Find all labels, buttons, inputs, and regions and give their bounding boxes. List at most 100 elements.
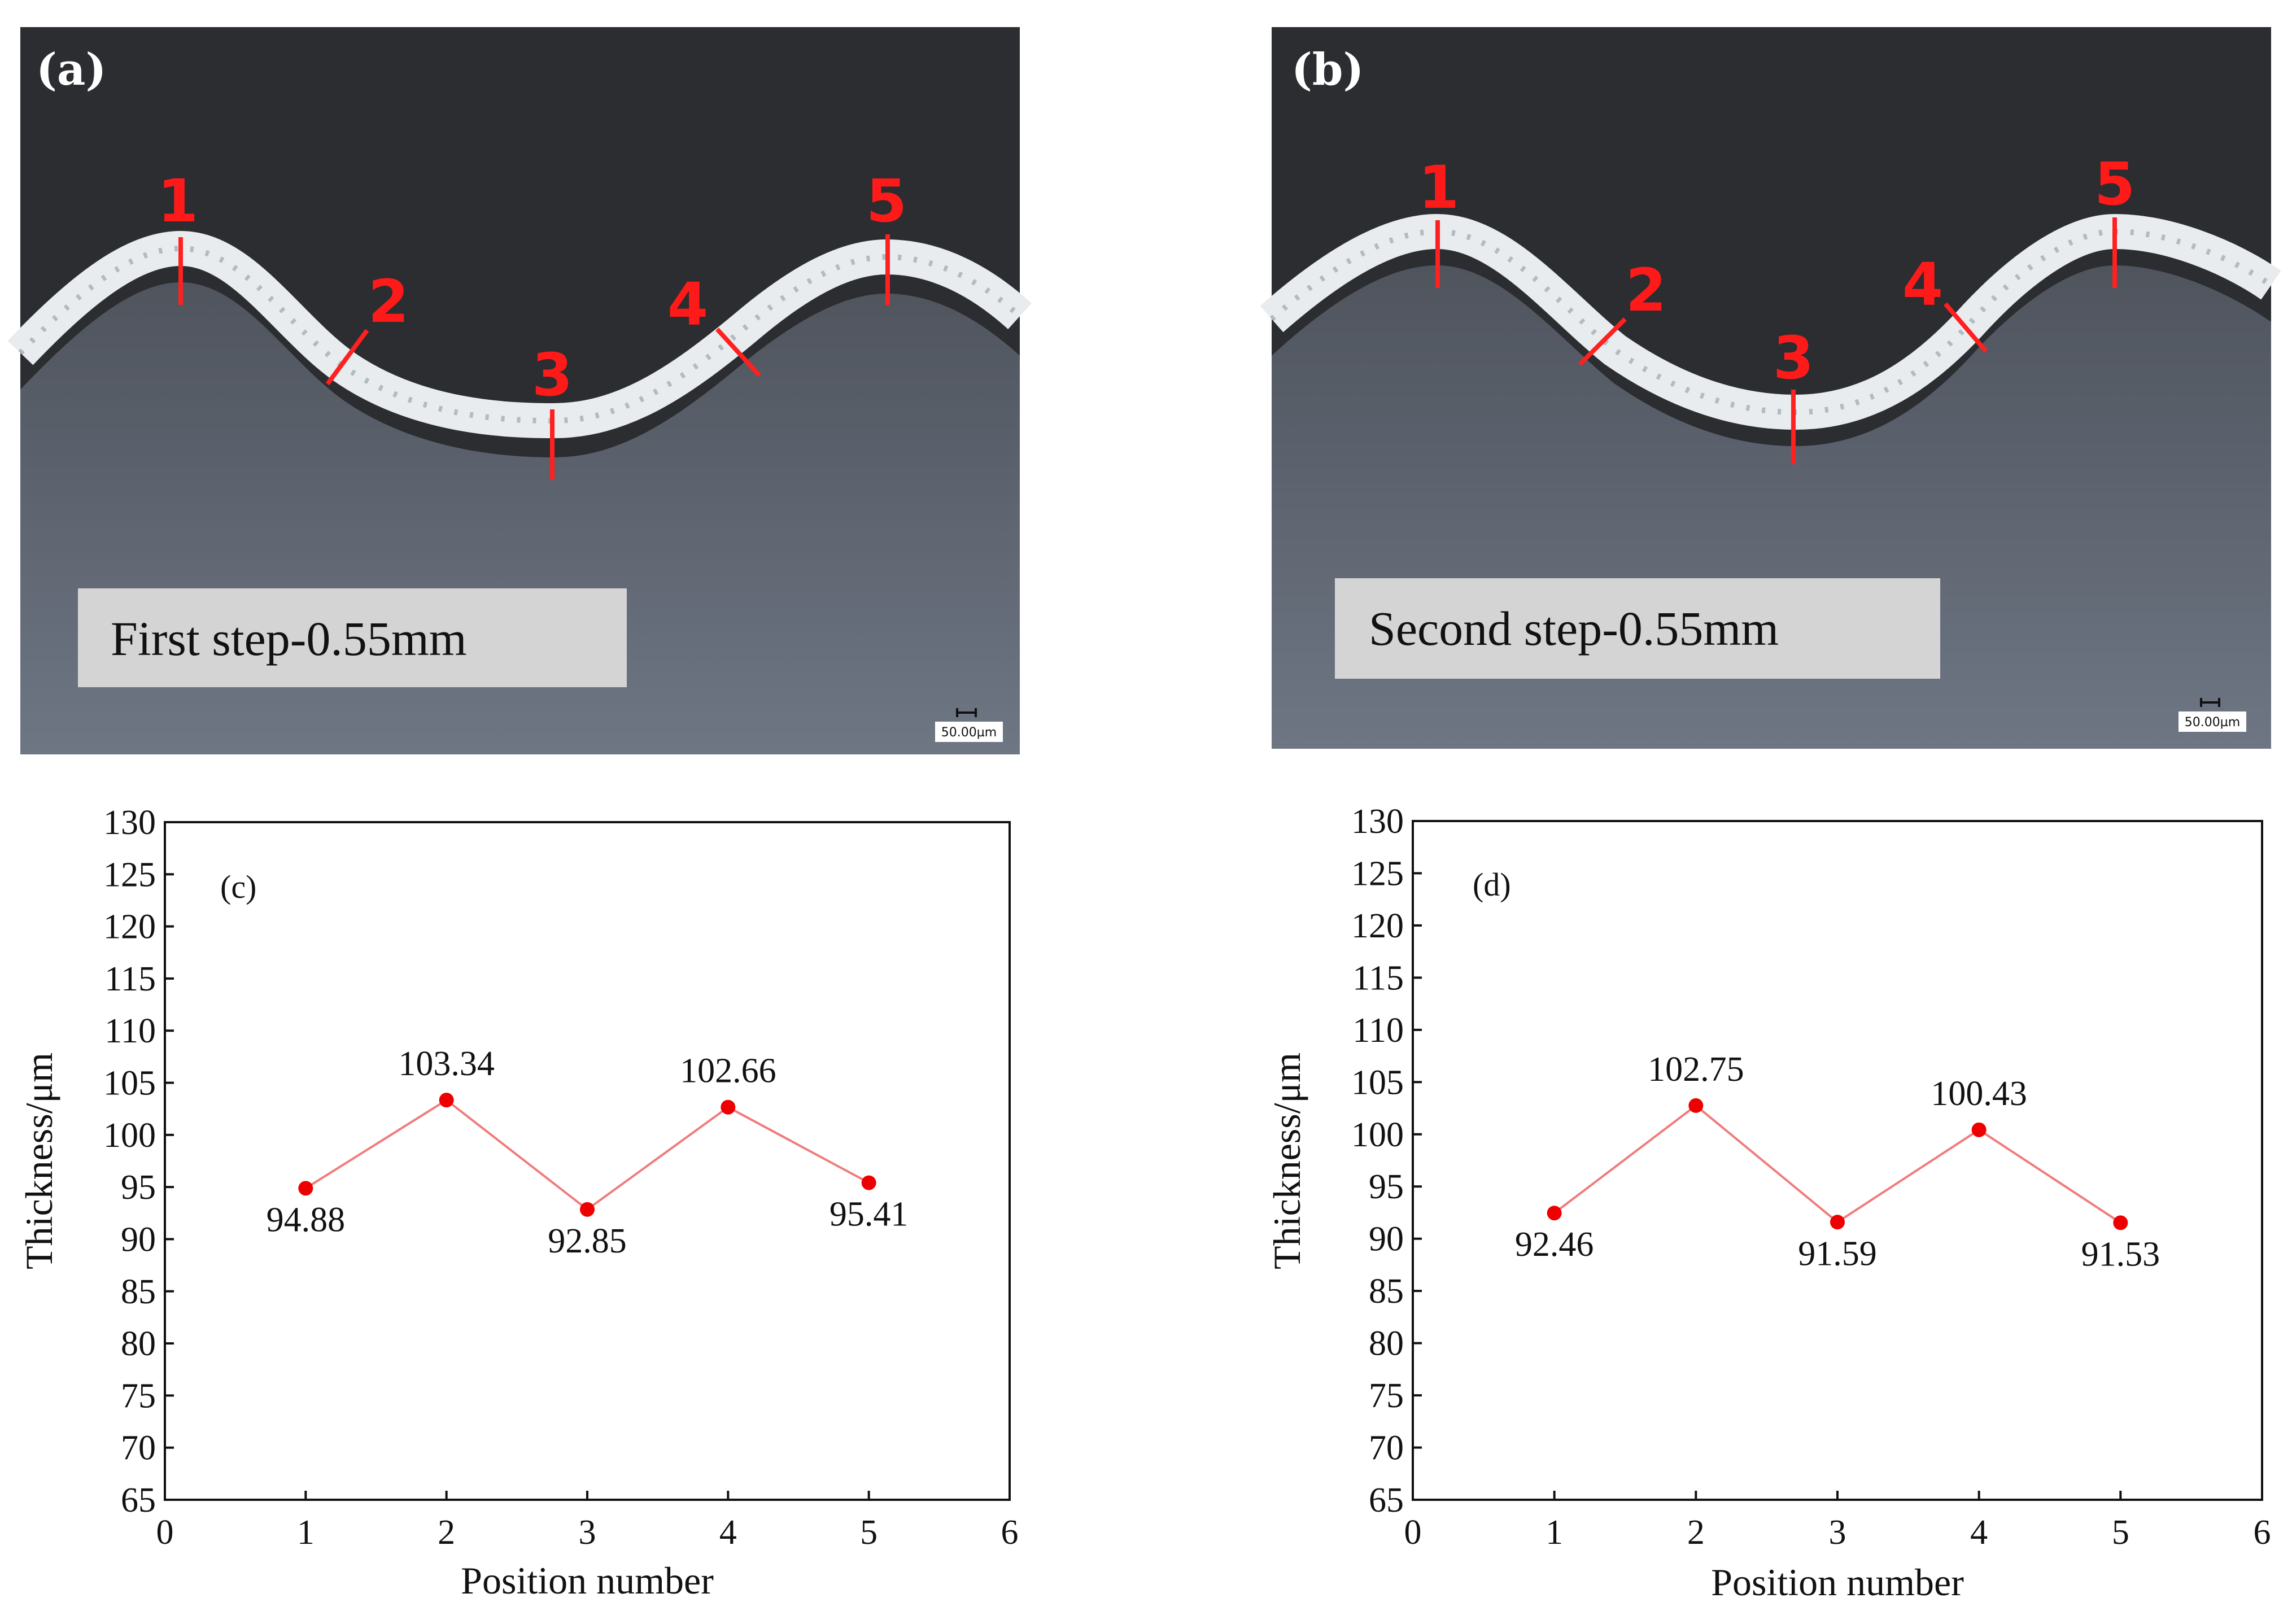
data-label: 103.34 [398, 1045, 495, 1083]
caption-text-a: First step-0.55mm [111, 612, 467, 666]
position-label-1: 1 [158, 167, 198, 235]
y-tick-label: 100 [103, 1116, 156, 1155]
x-tick-label: 1 [1546, 1513, 1563, 1552]
data-point [1688, 1098, 1704, 1113]
caption-box-a [78, 588, 627, 687]
position-label-5: 5 [866, 167, 907, 235]
y-tick-label: 105 [1351, 1063, 1404, 1102]
data-label: 95.41 [830, 1195, 909, 1234]
y-tick-label: 130 [1351, 802, 1404, 841]
position-label-2: 2 [1626, 256, 1666, 325]
scale-bar-b: 50.00µm [2179, 698, 2246, 732]
y-tick-label: 85 [1369, 1272, 1404, 1311]
position-label-4: 4 [667, 270, 708, 339]
scale-bar-label-b: 50.00µm [2185, 715, 2240, 730]
chart-d-panel-label: (d) [1473, 866, 1511, 903]
y-tick-label: 130 [103, 804, 156, 842]
chart-d-xticks: 0 1 2 3 4 5 6 [1404, 1491, 2271, 1552]
data-point [1547, 1206, 1562, 1221]
x-tick-label: 3 [1829, 1513, 1846, 1552]
position-label-2: 2 [368, 267, 409, 336]
chart-c-xticks: 0 1 2 3 4 5 6 [156, 1491, 1019, 1552]
data-label: 94.88 [267, 1200, 346, 1239]
data-label: 100.43 [1931, 1075, 2027, 1113]
data-point [861, 1175, 876, 1190]
data-label: 91.53 [2081, 1235, 2160, 1273]
position-label-3: 3 [1773, 324, 1814, 392]
x-tick-label: 5 [860, 1513, 877, 1552]
position-label-4: 4 [1902, 250, 1943, 319]
y-tick-label: 120 [103, 908, 156, 946]
data-point [1830, 1215, 1845, 1230]
series-line [1553, 1104, 2121, 1224]
x-tick-label: 2 [438, 1513, 455, 1552]
measurement-mark-2 [325, 329, 369, 386]
y-tick-label: 95 [1369, 1168, 1404, 1206]
measurement-mark-4 [1943, 302, 1988, 353]
micrograph-b: 1 2 3 4 5 (b) Second step-0.55mm 50.00µm [1260, 27, 2281, 749]
y-tick-label: 110 [1352, 1011, 1404, 1050]
chart-c-series: 94.88 103.34 92.85 102.66 95.41 [267, 1045, 909, 1260]
x-tick-label: 4 [719, 1513, 737, 1552]
data-label: 91.59 [1798, 1234, 1877, 1273]
y-tick-label: 75 [121, 1377, 156, 1415]
panel-label-b: (b) [1291, 44, 1364, 95]
data-label: 92.46 [1515, 1225, 1594, 1264]
data-point [439, 1093, 454, 1108]
x-tick-label: 3 [579, 1513, 596, 1552]
position-label-5: 5 [2094, 150, 2135, 219]
data-label: 102.66 [680, 1052, 776, 1090]
y-tick-label: 80 [1369, 1325, 1404, 1363]
y-tick-label: 75 [1369, 1377, 1404, 1415]
x-tick-label: 6 [1001, 1513, 1019, 1552]
scale-bar-a: 50.00µm [935, 708, 1003, 742]
data-point [721, 1099, 736, 1115]
chart-d-xlabel: Position number [1711, 1561, 1964, 1604]
data-point [1971, 1122, 1987, 1137]
measurement-mark-4 [715, 328, 761, 377]
panel-label-a: (a) [36, 44, 106, 95]
y-tick-label: 125 [1351, 854, 1404, 893]
y-tick-label: 125 [103, 855, 156, 894]
micrograph-a: 1 2 3 4 5 (a) First step-0.55mm 50.00µm [7, 27, 1032, 754]
y-tick-label: 70 [121, 1429, 156, 1468]
x-tick-label: 2 [1687, 1513, 1705, 1552]
y-tick-label: 90 [121, 1220, 156, 1259]
y-tick-label: 105 [103, 1064, 156, 1103]
position-label-3: 3 [532, 340, 573, 409]
chart-d-plot-area [1412, 820, 2263, 1501]
caption-text-b: Second step-0.55mm [1369, 601, 1779, 656]
y-tick-label: 120 [1351, 907, 1404, 945]
y-tick-label: 65 [1369, 1481, 1404, 1520]
y-tick-label: 115 [1352, 959, 1404, 997]
chart-d-series: 92.46 102.75 91.59 100.43 91.53 [1515, 1050, 2160, 1273]
chart-d-ylabel: Thickness/μm [1265, 1053, 1308, 1269]
chart-c-ylabel: Thickness/μm [18, 1053, 60, 1269]
series-line [305, 1098, 870, 1211]
y-tick-label: 110 [104, 1012, 156, 1050]
y-tick-label: 80 [121, 1325, 156, 1363]
data-point [2113, 1215, 2128, 1230]
data-point [298, 1181, 313, 1196]
y-tick-label: 100 [1351, 1116, 1404, 1154]
chart-c-plot-area [164, 821, 1011, 1501]
x-tick-label: 6 [2254, 1513, 2271, 1552]
data-label: 102.75 [1648, 1050, 1744, 1089]
chart-c-yticks: 65 70 75 80 85 90 95 100 105 110 115 120 125 130 [103, 804, 174, 1520]
data-point [580, 1202, 595, 1217]
chart-c-panel-label: (c) [220, 868, 256, 905]
position-label-1: 1 [1418, 153, 1459, 222]
x-tick-label: 1 [297, 1513, 315, 1552]
y-tick-label: 70 [1369, 1429, 1404, 1468]
measurement-mark-2 [1578, 317, 1627, 366]
y-tick-label: 95 [121, 1168, 156, 1207]
y-tick-label: 85 [121, 1273, 156, 1311]
data-label: 92.85 [548, 1222, 627, 1260]
x-tick-label: 0 [1404, 1513, 1422, 1552]
x-tick-label: 4 [1970, 1513, 1988, 1552]
y-tick-label: 65 [121, 1481, 156, 1520]
x-tick-label: 5 [2112, 1513, 2129, 1552]
